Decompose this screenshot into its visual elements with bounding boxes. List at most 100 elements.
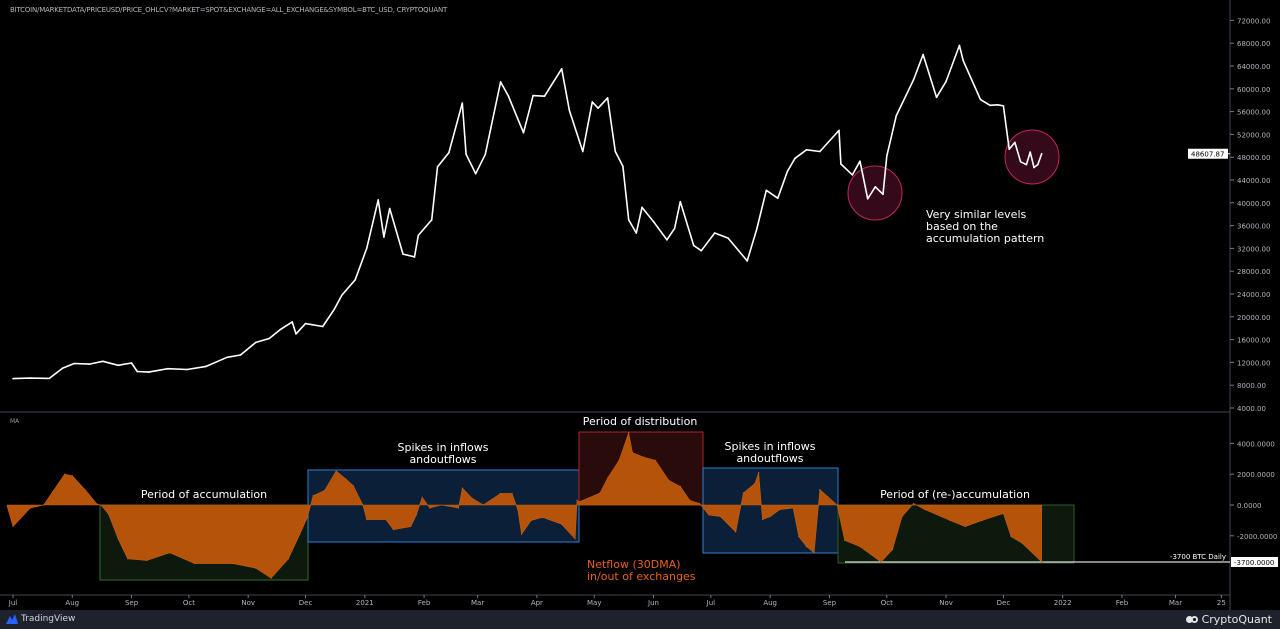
time-tick-label: Sep <box>823 599 837 607</box>
netflow-point <box>415 514 418 516</box>
time-tick-label: Dec <box>997 599 1011 607</box>
price-point <box>484 153 487 156</box>
netflow-point <box>779 509 781 511</box>
last-netflow-label: -3700.0000 <box>1234 559 1274 567</box>
price-point <box>1040 152 1043 155</box>
price-point <box>635 232 638 234</box>
price-point <box>805 148 808 151</box>
netflow-point <box>146 559 148 562</box>
price-point <box>117 364 119 367</box>
price-point <box>383 236 385 238</box>
netflow-point <box>29 507 31 509</box>
price-point <box>627 219 630 221</box>
price-point <box>996 103 999 106</box>
time-tick-label: Jul <box>8 599 18 607</box>
price-point <box>1033 166 1035 169</box>
price-tick-label: 20000.00 <box>1237 314 1270 322</box>
netflow-point <box>819 489 821 491</box>
price-tick-label: 36000.00 <box>1237 223 1270 231</box>
netflow-point <box>698 502 701 505</box>
price-point <box>499 81 502 83</box>
indicator-label: MA <box>10 418 20 425</box>
price-point <box>186 368 188 371</box>
price-point <box>130 362 133 364</box>
price-point <box>673 227 676 230</box>
price-point <box>304 322 307 325</box>
netflow-point <box>844 539 846 542</box>
price-point <box>474 172 477 175</box>
price-point <box>1014 141 1016 144</box>
netflow-point <box>901 515 903 518</box>
netflow-point <box>299 533 301 535</box>
price-point <box>922 53 924 56</box>
netflow-point <box>599 492 601 494</box>
netflow-tick-label: 2000.0000 <box>1237 471 1275 479</box>
price-point <box>279 328 282 331</box>
netflow-point <box>471 497 473 499</box>
netflow-point <box>255 567 257 569</box>
netflow-point <box>117 538 119 540</box>
tradingview-logo-icon <box>6 614 18 624</box>
netflow-point <box>385 519 387 521</box>
netflow-point <box>287 558 289 560</box>
netflow-point <box>410 525 412 528</box>
price-tick-label: 16000.00 <box>1237 337 1270 345</box>
netflow-point <box>352 485 354 487</box>
price-point <box>973 85 976 88</box>
price-point <box>692 244 695 247</box>
time-tick-label: Apr <box>531 599 543 607</box>
annotation-reaccumulation: Period of (re-)accumulation <box>880 488 1030 501</box>
price-point <box>935 96 938 99</box>
time-tick-label: 2021 <box>356 599 374 607</box>
price-point <box>713 232 716 234</box>
netflow-point <box>12 525 14 528</box>
netflow-point <box>6 505 8 508</box>
netflow-point <box>345 478 347 480</box>
chart-canvas[interactable]: 72000.00 68000.00 64000.00 60000.00 56000.00… <box>0 0 1280 610</box>
netflow-point <box>127 558 129 560</box>
price-point <box>859 160 861 162</box>
netflow-point <box>270 577 272 579</box>
last-netflow-badge <box>1231 556 1278 567</box>
price-point <box>461 102 464 104</box>
price-point <box>945 80 947 83</box>
price-point <box>205 365 207 368</box>
price-tick-label: 8000.00 <box>1237 382 1266 390</box>
price-tick-label: 12000.00 <box>1237 359 1270 367</box>
annotation-spikes-2: Spikes in inflows andoutflows <box>725 441 816 465</box>
price-point <box>882 193 884 196</box>
price-tick-label: 32000.00 <box>1237 245 1270 253</box>
netflow-line2: in/out of exchanges <box>587 570 696 583</box>
price-point <box>388 207 391 210</box>
last-price-label: 48607.87 <box>1191 151 1224 159</box>
price-point <box>989 104 991 107</box>
netflow-point <box>758 472 760 474</box>
price-point <box>912 78 915 81</box>
netflow-point <box>798 535 800 538</box>
price-point <box>291 321 293 323</box>
price-tick-label: 56000.00 <box>1237 109 1270 117</box>
price-point <box>354 278 357 281</box>
note-line1: Very similar levels <box>926 208 1027 221</box>
price-point <box>136 370 139 373</box>
tradingview-brand[interactable]: TradingView <box>6 614 75 624</box>
price-point <box>61 367 64 369</box>
cryptoquant-brand: CryptoQuant <box>1185 613 1272 626</box>
netflow-point <box>71 475 73 477</box>
netflow-point <box>805 545 808 548</box>
netflow-point <box>169 552 171 554</box>
netflow-point <box>964 525 966 528</box>
price-tick-label: 48000.00 <box>1237 154 1270 162</box>
price-tick-label: 24000.00 <box>1237 291 1270 299</box>
netflow-point <box>517 509 519 511</box>
time-tick-label: Oct <box>183 599 195 607</box>
netflow-point <box>836 504 838 506</box>
price-point <box>377 199 379 201</box>
price-point <box>532 94 534 97</box>
time-tick-label: Nov <box>939 599 953 607</box>
netflow-point <box>482 504 484 506</box>
netflow-point <box>769 515 771 518</box>
netflow-point <box>1010 535 1012 538</box>
annotation-spikes-1: Spikes in inflows andoutflows <box>398 442 489 466</box>
netflow-point <box>949 519 951 522</box>
